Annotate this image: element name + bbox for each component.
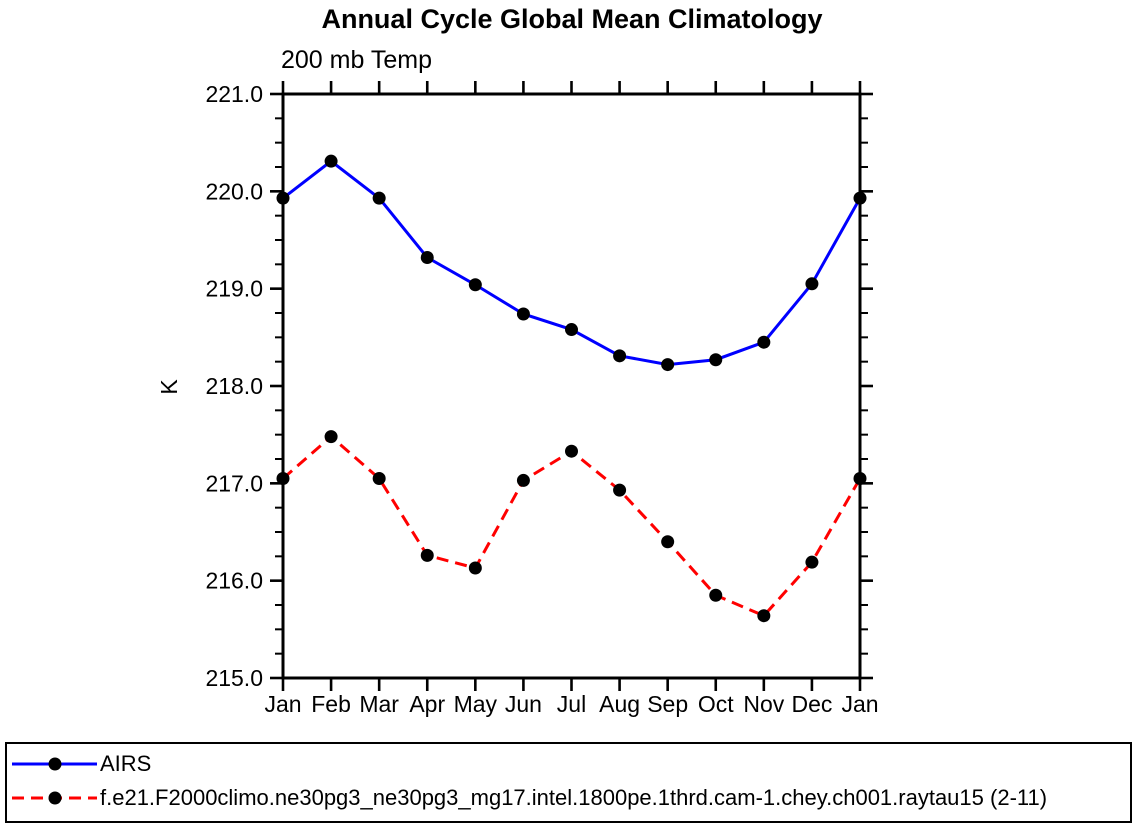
x-axis-tick-label: Dec xyxy=(791,691,832,717)
legend-item-airs: AIRS xyxy=(12,751,151,777)
data-point-marker xyxy=(324,430,338,444)
data-point-marker xyxy=(468,561,482,575)
x-axis-tick-label: Nov xyxy=(743,691,784,717)
x-axis-tick-label: Apr xyxy=(409,691,445,717)
x-axis-tick-label: Oct xyxy=(698,691,734,717)
data-point-marker xyxy=(468,278,482,292)
data-point-marker xyxy=(709,588,723,602)
data-point-marker xyxy=(613,483,627,497)
data-point-marker xyxy=(372,191,386,205)
legend-item-model: f.e21.F2000climo.ne30pg3_ne30pg3_mg17.in… xyxy=(12,785,1047,811)
x-axis-tick-label: Sep xyxy=(647,691,688,717)
legend-marker-icon xyxy=(48,791,62,805)
series-line xyxy=(282,434,862,618)
data-point-marker xyxy=(420,251,434,265)
data-point-marker xyxy=(805,277,819,291)
data-point-marker xyxy=(372,471,386,485)
data-point-marker xyxy=(805,555,819,569)
data-point-marker xyxy=(613,349,627,363)
data-point-marker xyxy=(757,609,771,623)
x-axis-tick-label: Jun xyxy=(505,691,542,717)
legend-line-sample-dashed xyxy=(12,791,97,805)
plot-area: 215.0 216.0 217.0 218.0 219.0 220.0 221.0 Jan Fe… xyxy=(205,81,879,717)
data-point-marker xyxy=(757,335,771,349)
data-point-marker xyxy=(565,323,578,337)
legend-label-model: f.e21.F2000climo.ne30pg3_ne30pg3_mg17.in… xyxy=(100,785,1048,810)
legend-label-airs: AIRS xyxy=(100,751,152,776)
data-point-marker xyxy=(853,191,867,205)
chart-subtitle: 200 mb Temp xyxy=(281,46,433,74)
x-axis-tick-label: Feb xyxy=(311,691,351,717)
y-axis-tick-label: 216.0 xyxy=(205,568,263,594)
x-axis-tick-label: Jan xyxy=(264,691,301,717)
x-axis-tick-label: Aug xyxy=(599,691,640,717)
y-axis-tick-label: 220.0 xyxy=(205,178,263,204)
data-point-marker xyxy=(661,358,675,372)
x-axis-tick-label: Jan xyxy=(841,691,878,717)
y-axis-tick-label: 218.0 xyxy=(205,373,263,399)
plot-frame xyxy=(281,92,862,680)
data-point-marker xyxy=(276,191,290,205)
data-point-marker xyxy=(516,473,530,487)
y-axis-tick-label: 221.0 xyxy=(205,81,263,107)
data-point-marker xyxy=(276,471,290,485)
x-axis-tick-label: May xyxy=(454,691,498,717)
y-axis-tick-label: 217.0 xyxy=(205,470,263,496)
data-point-marker xyxy=(709,353,723,367)
legend-line-sample-solid xyxy=(12,757,97,771)
data-point-marker xyxy=(565,444,578,458)
data-point-marker xyxy=(324,154,338,168)
y-axis-tick-label: 219.0 xyxy=(205,276,263,302)
data-point-marker xyxy=(516,307,530,321)
data-point-marker xyxy=(853,471,867,485)
y-axis-tick-label: 215.0 xyxy=(205,665,263,691)
x-axis-tick-label: Jul xyxy=(557,691,586,717)
legend-marker-icon xyxy=(48,757,62,771)
data-point-marker xyxy=(420,548,434,562)
data-point-marker xyxy=(661,535,675,549)
chart-title: Annual Cycle Global Mean Climatology xyxy=(321,4,823,34)
legend: AIRS f.e21.F2000climo.ne30pg3_ne30pg3_mg… xyxy=(5,742,1132,823)
x-axis-tick-label: Mar xyxy=(359,691,399,717)
